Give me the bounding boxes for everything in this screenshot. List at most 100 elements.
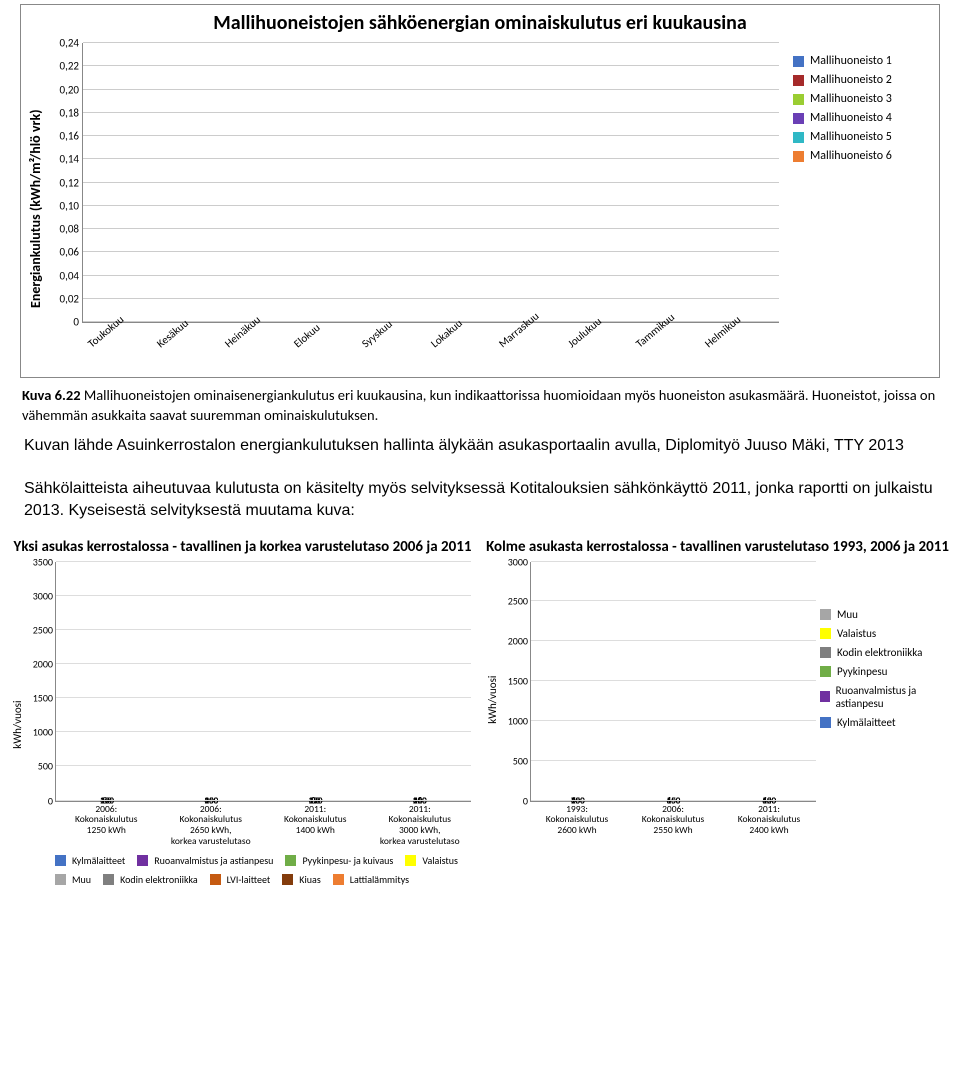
- ytick-label: 0,06: [60, 246, 83, 259]
- legend-swatch: [793, 56, 804, 67]
- legend-item: Kiuas: [282, 873, 320, 886]
- legend-swatch: [820, 609, 831, 620]
- legend-item: Kodin elektroniikka: [820, 646, 950, 659]
- legend-label: Kylmälaitteet: [72, 854, 125, 867]
- ytick-label: 0,14: [60, 153, 83, 166]
- xtick-label: Helmikuu: [705, 325, 774, 375]
- ytick-label: 0,22: [60, 60, 83, 73]
- legend-label: Kylmälaitteet: [837, 716, 896, 729]
- xtick-label: 2011:Kokonaiskulutus 2400 kWh: [732, 804, 806, 837]
- legend-swatch: [820, 666, 831, 677]
- ytick-label: 0: [48, 794, 56, 807]
- right-legend: Muu Valaistus Kodin elektroniikka Pyykinpes…: [820, 562, 950, 837]
- legend-label: Mallihuoneisto 2: [810, 73, 892, 87]
- legend-swatch: [793, 94, 804, 105]
- ytick-label: 0,20: [60, 83, 83, 96]
- xtick-label: 2011:Kokonaiskulutus 3000 kWh,korkea var…: [379, 804, 462, 848]
- ytick-label: 2500: [508, 595, 531, 608]
- legend-item: Valaistus: [405, 854, 458, 867]
- ytick-label: 2000: [508, 635, 531, 648]
- legend-label: Ruoanvalmistus ja astianpesu: [154, 854, 273, 867]
- legend-swatch: [55, 874, 66, 885]
- top-plot-area: 00,020,040,060,080,100,120,140,160,180,2…: [82, 43, 779, 323]
- legend-swatch: [210, 874, 221, 885]
- legend-item: Mallihuoneisto 3: [793, 92, 935, 106]
- legend-label: Mallihuoneisto 4: [810, 111, 892, 125]
- left-title: Yksi asukas kerrostalossa - tavallinen j…: [10, 538, 475, 556]
- left-panel: Yksi asukas kerrostalossa - tavallinen j…: [10, 536, 475, 888]
- legend-item: Kylmälaitteet: [820, 716, 950, 729]
- xtick-label: Lokakuu: [431, 325, 500, 375]
- legend-item: Mallihuoneisto 2: [793, 73, 935, 87]
- legend-item: Ruoanvalmistus ja astianpesu: [820, 684, 950, 710]
- xtick-label: Elokuu: [294, 325, 363, 375]
- ytick-label: 3500: [33, 555, 56, 568]
- legend-label: Kodin elektroniikka: [837, 646, 922, 659]
- xtick-label: 2011:Kokonaiskulutus 1400 kWh: [274, 804, 357, 848]
- top-xticks: ToukokuuKesäkuuHeinäkuuElokuuSyyskuuLoka…: [82, 323, 779, 375]
- legend-label: Valaistus: [837, 627, 876, 640]
- ytick-label: 3000: [33, 589, 56, 602]
- legend-swatch: [793, 132, 804, 143]
- xtick-label: 1993:Kokonaiskulutus 2600 kWh: [540, 804, 614, 837]
- legend-swatch: [333, 874, 344, 885]
- ytick-label: 0,04: [60, 269, 83, 282]
- right-plot-area: 7006502003006501004506001505506501504305…: [530, 562, 816, 802]
- ytick-label: 2500: [33, 623, 56, 636]
- xtick-label: Heinäkuu: [225, 325, 294, 375]
- legend-item: Muu: [55, 873, 91, 886]
- xtick-label: Tammikuu: [636, 325, 705, 375]
- legend-swatch: [285, 855, 296, 866]
- figure-caption: Kuva 6.22 Mallihuoneistojen ominaisenerg…: [22, 386, 938, 425]
- legend-item: Pyykinpesu- ja kuivaus: [285, 854, 393, 867]
- ytick-label: 2000: [33, 657, 56, 670]
- ytick-label: 0,12: [60, 176, 83, 189]
- ytick-label: 1500: [508, 675, 531, 688]
- ytick-label: 0,18: [60, 106, 83, 119]
- legend-label: Pyykinpesu: [837, 665, 887, 678]
- ytick-label: 500: [38, 760, 56, 773]
- legend-item: Valaistus: [820, 627, 950, 640]
- legend-item: Pyykinpesu: [820, 665, 950, 678]
- legend-item: Mallihuoneisto 4: [793, 111, 935, 125]
- legend-swatch: [820, 691, 830, 702]
- xtick-label: Toukokuu: [88, 325, 157, 375]
- segment-value: 150: [637, 796, 711, 805]
- ytick-label: 1500: [33, 692, 56, 705]
- right-xticks: 1993:Kokonaiskulutus 2600 kWh 2006:Kokona…: [530, 802, 816, 837]
- ytick-label: 0,02: [60, 292, 83, 305]
- left-legend: Kylmälaitteet Ruoanvalmistus ja astianpes…: [55, 853, 475, 887]
- segment-value: 300: [170, 796, 252, 805]
- top-ylabel: Energiankulutus (kWh/m²/hlö vrk): [25, 43, 46, 375]
- ytick-label: 500: [513, 754, 531, 767]
- legend-label: Mallihuoneisto 1: [810, 54, 892, 68]
- left-plot-area: 4501508020010027045025030030015090030043…: [55, 562, 471, 802]
- legend-item: Kodin elektroniikka: [103, 873, 198, 886]
- legend-label: Muu: [837, 608, 858, 621]
- legend-item: Mallihuoneisto 6: [793, 149, 935, 163]
- legend-swatch: [282, 874, 293, 885]
- right-ylabel: kWh/vuosi: [485, 562, 500, 837]
- legend-label: Kodin elektroniikka: [120, 873, 198, 886]
- legend-label: Pyykinpesu- ja kuivaus: [302, 854, 393, 867]
- legend-label: Lattialämmitys: [350, 873, 409, 886]
- top-plot-col: 00,020,040,060,080,100,120,140,160,180,2…: [46, 43, 785, 375]
- legend-label: LVI-laitteet: [227, 873, 271, 886]
- body-text: Kuvan lähde Asuinkerrostalon energiankul…: [24, 435, 936, 521]
- legend-label: Mallihuoneisto 3: [810, 92, 892, 106]
- legend-item: LVI-laitteet: [210, 873, 271, 886]
- right-panel: Kolme asukasta kerrostalossa - tavalline…: [485, 536, 950, 888]
- segment-value: 390: [275, 796, 357, 805]
- caption-bold: Kuva 6.22: [22, 386, 81, 404]
- segment-value: 100: [541, 796, 615, 805]
- ytick-label: 1000: [508, 714, 531, 727]
- segment-value: 360: [379, 796, 461, 805]
- legend-label: Kiuas: [299, 873, 320, 886]
- bottom-row: Yksi asukas kerrostalossa - tavallinen j…: [10, 536, 950, 888]
- legend-item: Mallihuoneisto 5: [793, 130, 935, 144]
- segment-value: 120: [732, 796, 806, 805]
- legend-item: Mallihuoneisto 1: [793, 54, 935, 68]
- legend-swatch: [137, 855, 148, 866]
- xtick-label: 2006:Kokonaiskulutus 2550 kWh: [636, 804, 710, 837]
- xtick-label: Marraskuu: [499, 325, 568, 375]
